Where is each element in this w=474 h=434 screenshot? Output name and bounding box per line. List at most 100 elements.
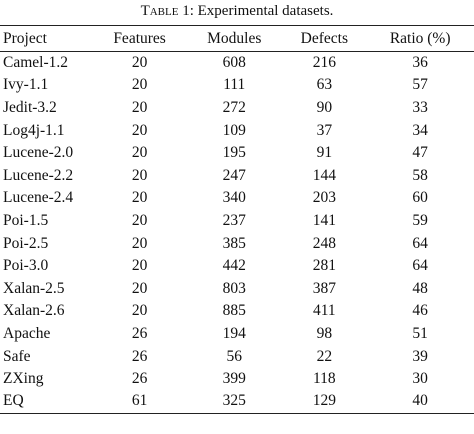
project-cell: Xalan-2.5 (3, 279, 65, 297)
value-cell: 325 (222, 392, 246, 410)
project-cell: Safe (3, 347, 31, 365)
value-cell: 248 (312, 234, 336, 252)
value-cell: 64 (412, 257, 428, 275)
value-cell: 20 (131, 234, 148, 252)
value-cell: 272 (222, 98, 246, 116)
table-row: Camel-1.2 20 608 216 36 (0, 52, 474, 75)
column-header: Features (113, 29, 166, 47)
project-cell: Poi-3.0 (3, 257, 49, 275)
value-cell: 20 (131, 279, 148, 297)
value-cell: 22 (316, 347, 333, 365)
value-cell: 144 (312, 166, 336, 184)
value-cell: 20 (131, 144, 148, 162)
table-row: ZXing 26 399 118 30 (0, 368, 474, 391)
table-row: Log4j-1.1 20 109 37 34 (0, 119, 474, 142)
value-cell: 387 (312, 279, 336, 297)
value-cell: 98 (316, 324, 333, 342)
value-cell: 56 (226, 347, 243, 365)
value-cell: 20 (131, 257, 148, 275)
value-cell: 30 (412, 370, 428, 388)
table-row: Xalan-2.6 20 885 411 46 (0, 300, 474, 323)
value-cell: 194 (222, 324, 246, 342)
value-cell: 385 (222, 234, 246, 252)
column-header: Modules (207, 29, 262, 47)
value-cell: 803 (222, 279, 246, 297)
value-cell: 399 (222, 370, 246, 388)
value-cell: 59 (412, 211, 428, 229)
project-cell: Apache (3, 324, 51, 342)
value-cell: 33 (412, 98, 428, 116)
value-cell: 20 (131, 211, 148, 229)
value-cell: 51 (412, 324, 428, 342)
project-cell: ZXing (3, 370, 44, 388)
project-cell: Lucene-2.4 (3, 189, 74, 207)
value-cell: 26 (131, 347, 148, 365)
value-cell: 26 (131, 324, 148, 342)
project-cell: Poi-1.5 (3, 211, 49, 229)
project-cell: Camel-1.2 (3, 54, 68, 72)
project-cell: Jedit-3.2 (3, 98, 57, 116)
value-cell: 58 (412, 166, 428, 184)
table-row: Lucene-2.2 20 247 144 58 (0, 164, 474, 187)
value-cell: 442 (222, 257, 246, 275)
value-cell: 109 (222, 121, 246, 139)
value-cell: 216 (312, 54, 336, 72)
value-cell: 203 (312, 189, 336, 207)
table-row: Ivy-1.1 20 111 63 57 (0, 74, 474, 97)
data-table: Project Features Modules Defects Ratio (%) C… (0, 25, 474, 414)
header-row: Project Features Modules Defects Ratio (%) (0, 25, 474, 52)
value-cell: 91 (316, 144, 333, 162)
value-cell: 118 (313, 370, 336, 388)
table-row: Jedit-3.2 20 272 90 33 (0, 97, 474, 120)
table-row: Poi-2.5 20 385 248 64 (0, 232, 474, 255)
value-cell: 39 (412, 347, 428, 365)
column-header: Ratio (%) (389, 29, 451, 47)
value-cell: 47 (412, 144, 428, 162)
value-cell: 40 (412, 392, 428, 410)
value-cell: 195 (222, 144, 246, 162)
project-cell: Xalan-2.6 (3, 302, 65, 320)
value-cell: 20 (131, 302, 148, 320)
value-cell: 34 (412, 121, 428, 139)
project-cell: Log4j-1.1 (3, 121, 65, 139)
value-cell: 63 (316, 76, 333, 94)
table-row: EQ 61 325 129 40 (0, 390, 474, 413)
caption-label: Table (140, 3, 179, 19)
value-cell: 20 (131, 76, 148, 94)
project-cell: EQ (3, 392, 24, 410)
value-cell: 411 (313, 302, 336, 320)
value-cell: 247 (222, 166, 246, 184)
project-cell: Lucene-2.0 (3, 144, 74, 162)
table-row: Apache 26 194 98 51 (0, 323, 474, 346)
table-row: Safe 26 56 22 39 (0, 345, 474, 368)
value-cell: 20 (131, 98, 148, 116)
table-body: Camel-1.2 20 608 216 36 Ivy-1.1 20 111 63 57 Jedit… (0, 52, 474, 413)
value-cell: 60 (412, 189, 428, 207)
value-cell: 111 (223, 76, 246, 94)
value-cell: 64 (412, 234, 428, 252)
table-row: Lucene-2.0 20 195 91 47 (0, 142, 474, 165)
project-cell: Ivy-1.1 (3, 76, 49, 94)
value-cell: 885 (222, 302, 246, 320)
project-cell: Poi-2.5 (3, 234, 49, 252)
table-row: Poi-1.5 20 237 141 59 (0, 210, 474, 233)
caption-text: 1: Experimental datasets. (182, 3, 334, 19)
value-cell: 48 (412, 279, 428, 297)
value-cell: 46 (412, 302, 428, 320)
table-row: Poi-3.0 20 442 281 64 (0, 255, 474, 278)
value-cell: 20 (131, 121, 148, 139)
project-cell: Lucene-2.2 (3, 166, 74, 184)
value-cell: 237 (222, 211, 246, 229)
value-cell: 61 (131, 392, 148, 410)
value-cell: 141 (312, 211, 336, 229)
column-header: Defects (300, 29, 349, 47)
table-head: Project Features Modules Defects Ratio (%) (0, 25, 474, 52)
value-cell: 90 (316, 98, 333, 116)
value-cell: 281 (312, 257, 336, 275)
value-cell: 57 (412, 76, 428, 94)
value-cell: 36 (412, 54, 428, 72)
value-cell: 608 (222, 54, 246, 72)
column-header: Project (3, 29, 47, 47)
value-cell: 26 (131, 370, 148, 388)
